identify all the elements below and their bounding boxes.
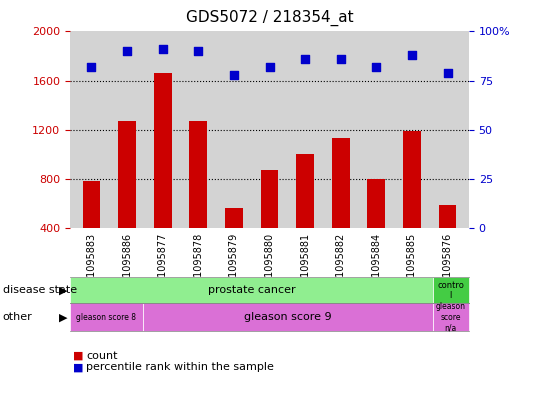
Text: ■: ■ (73, 351, 83, 361)
Bar (118, 121, 136, 277)
Bar (296, 154, 314, 277)
Text: ■: ■ (73, 362, 83, 373)
Text: disease state: disease state (3, 285, 77, 295)
Point (336, 56, 345, 62)
Text: other: other (3, 312, 32, 322)
Text: contro
l: contro l (437, 281, 464, 300)
Bar (154, 73, 171, 277)
Point (194, 48, 203, 54)
Point (407, 52, 416, 58)
Bar (368, 179, 385, 277)
Point (158, 46, 167, 52)
Bar (439, 205, 457, 277)
Point (123, 48, 132, 54)
Bar (225, 208, 243, 277)
Text: percentile rank within the sample: percentile rank within the sample (86, 362, 274, 373)
Point (230, 72, 238, 78)
Text: gleason
score
n/a: gleason score n/a (436, 302, 466, 332)
Text: ▶: ▶ (59, 285, 68, 295)
Text: count: count (86, 351, 118, 361)
Bar (403, 131, 421, 277)
Text: gleason score 9: gleason score 9 (244, 312, 331, 322)
Point (265, 64, 274, 70)
Text: prostate cancer: prostate cancer (208, 285, 295, 295)
Bar (189, 121, 207, 277)
Text: GDS5072 / 218354_at: GDS5072 / 218354_at (186, 10, 353, 26)
Point (301, 56, 309, 62)
Bar (82, 181, 100, 277)
Text: gleason score 8: gleason score 8 (77, 313, 136, 321)
Bar (260, 170, 279, 277)
Point (443, 70, 452, 76)
Text: ▶: ▶ (59, 312, 68, 322)
Point (372, 64, 381, 70)
Point (87, 64, 96, 70)
Bar (332, 138, 350, 277)
